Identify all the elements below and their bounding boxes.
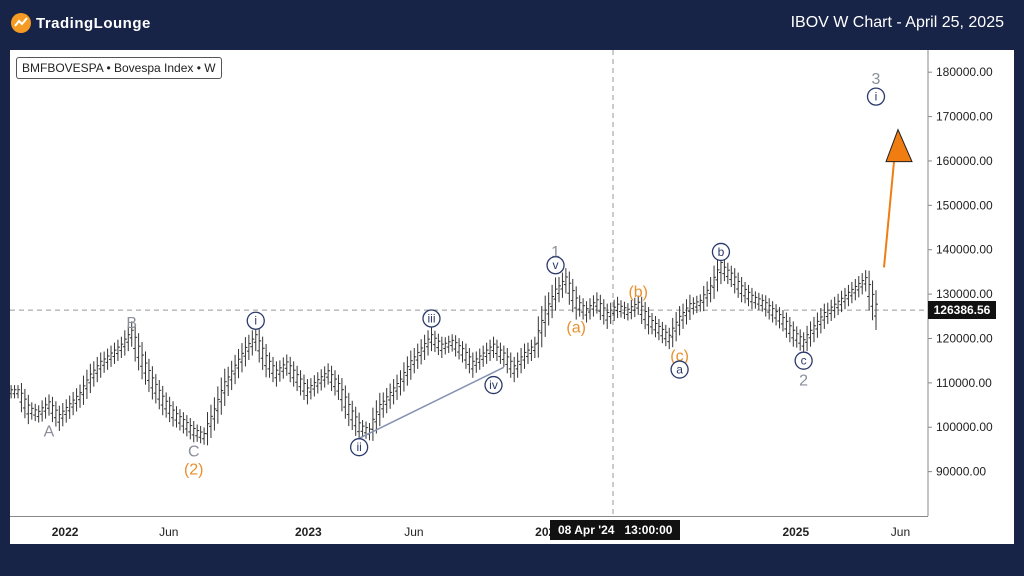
wave-label-blue: i [254,314,257,328]
y-tick-label: 130000.00 [936,287,993,301]
wave-label-gray: 2 [799,373,808,390]
y-tick-label: 160000.00 [936,154,993,168]
y-tick-label: 180000.00 [936,65,993,79]
wave-label-blue: ii [356,440,361,454]
wave-label-blue: i [875,90,878,104]
trend-line [358,366,505,440]
wave-label-orange: (a) [566,319,586,336]
wave-label-circle [794,351,813,370]
forecast-arrow-shaft [883,161,895,268]
y-tick-label: 170000.00 [936,110,993,124]
wave-label-circle [670,360,689,379]
wave-label-orange: (b) [628,284,648,301]
y-tick-label: 140000.00 [936,243,993,257]
wave-label-gray: 3 [872,71,881,88]
wave-label-orange: (c) [670,348,689,365]
brand-name: TradingLounge [36,14,151,32]
wave-label-circle [484,375,503,395]
wave-label-circle [711,242,731,262]
x-tick-label: 2023 [294,525,322,539]
brand-logo[interactable]: TradingLounge [10,12,151,34]
y-tick-label: 120000.00 [936,331,993,345]
symbol-label: BMFBOVESPA • Bovespa Index • W [16,57,222,79]
y-tick-label: 150000.00 [936,198,993,212]
price-chart-svg[interactable]: 180000.00 170000.00 160000.00 150000.00 1400… [10,50,1014,516]
wave-label-circle [349,438,369,457]
wave-label-circle [246,311,265,330]
wave-label-blue: v [553,258,559,272]
wave-label-circle [866,87,886,106]
x-tick-label: Jun [404,525,424,539]
brand-logo-icon [11,13,31,33]
wave-label-blue: c [801,354,807,368]
last-price-label: 126386.56 [928,301,996,319]
y-tick-label: 100000.00 [936,420,993,434]
x-tick-label: 2025 [782,525,810,539]
x-tick-label: Jun [890,525,911,539]
crosshair-date-label: 08 Apr '24 13:00:00 [550,520,681,540]
x-tick-label: Jun [159,525,179,539]
wave-label-orange: (2) [184,461,204,478]
wave-label-blue: iv [489,378,498,392]
wave-label-blue: iii [427,312,435,326]
x-axis: 2022 Jun 2023 Jun 202 2025 Jun [10,516,928,545]
wave-label-blue: a [676,363,683,377]
wave-label-circle [546,256,565,275]
chart-title: IBOV W Chart - April 25, 2025 [790,14,1004,31]
header-bar: TradingLounge IBOV W Chart - April 25, 2… [0,0,1024,48]
chart-area[interactable]: 180000.00 170000.00 160000.00 150000.00 1400… [10,50,1014,544]
wave-label-gray: A [44,424,55,441]
x-tick-label: 2022 [51,525,79,539]
wave-label-gray: 1 [551,244,560,261]
wave-label-gray: B [126,315,137,332]
wave-label-circle [422,309,441,328]
forecast-arrow-head [885,128,913,163]
wave-label-gray: C [188,444,200,461]
y-tick-label: 90000.00 [936,465,986,479]
wave-label-blue: b [718,245,725,259]
y-tick-label: 110000.00 [936,376,992,390]
